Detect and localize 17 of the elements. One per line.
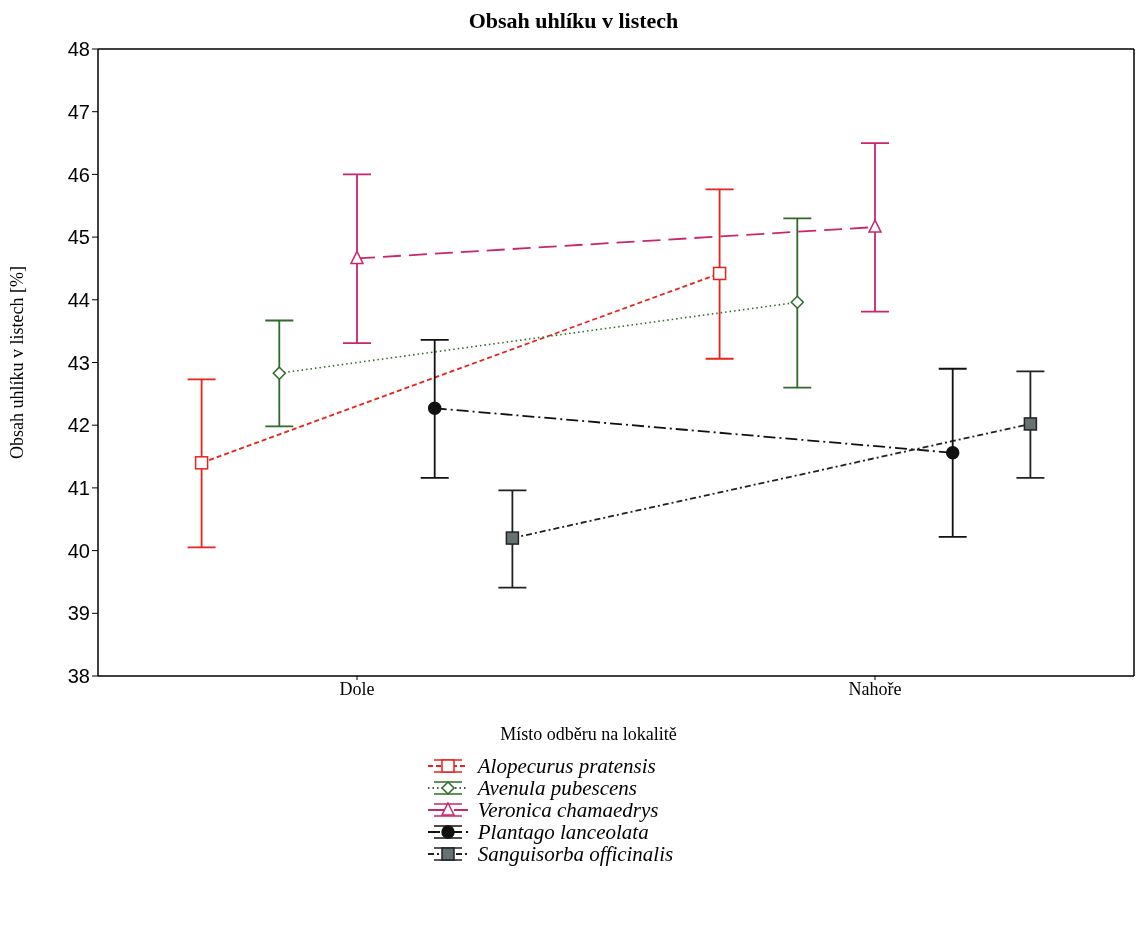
y-tick-label: 48 xyxy=(67,38,90,61)
x-tick-label: Nahoře xyxy=(848,678,902,699)
y-tick-label: 42 xyxy=(67,414,90,437)
y-tick-label: 44 xyxy=(67,288,90,311)
y-axis-title: Obsah uhlíku v listech [%] xyxy=(7,266,28,459)
y-tick-label: 38 xyxy=(67,665,90,688)
x-tick-label: Dole xyxy=(339,678,375,699)
y-tick-label: 47 xyxy=(67,100,90,123)
y-tick-label: 40 xyxy=(67,539,90,562)
y-tick-label: 43 xyxy=(67,351,90,374)
chart-title: Obsah uhlíku v listech xyxy=(467,8,680,35)
y-tick-label: 41 xyxy=(67,477,90,499)
y-tick-label: 46 xyxy=(67,163,90,186)
y-tick-label: 45 xyxy=(67,226,90,249)
legend-label: Alopecurus pratensis xyxy=(477,753,656,779)
x-axis-title: Místo odběru na lokalitě xyxy=(500,724,677,745)
y-tick-label: 39 xyxy=(67,602,90,625)
